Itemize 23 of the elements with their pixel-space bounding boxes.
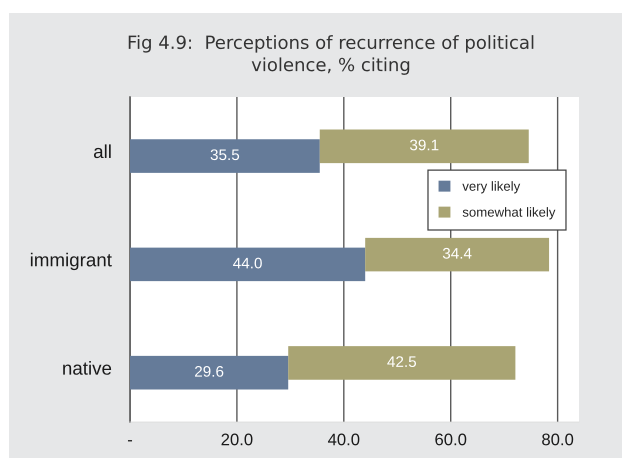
x-tick-label: 60.0 xyxy=(435,434,466,446)
x-tick-label: 40.0 xyxy=(328,434,360,446)
bar xyxy=(365,238,550,272)
data-label: 39.1 xyxy=(410,140,438,150)
y-tick-label: immigrant xyxy=(30,252,112,270)
y-tick-label: all xyxy=(94,144,111,158)
x-tick-label: - xyxy=(128,440,132,442)
data-label: 35.5 xyxy=(210,149,240,160)
data-label: 29.6 xyxy=(195,366,224,377)
legend-label: very likely xyxy=(462,181,520,194)
data-label: 42.5 xyxy=(387,356,416,368)
y-tick-label: native xyxy=(63,361,112,375)
x-tick-label: 20.0 xyxy=(222,434,252,446)
bar xyxy=(288,346,516,380)
data-label: 34.4 xyxy=(442,248,472,259)
bar xyxy=(130,139,320,173)
legend-label: somewhat likely xyxy=(462,207,556,220)
x-tick-label: 80.0 xyxy=(542,434,574,446)
bar xyxy=(130,356,288,390)
bar xyxy=(320,130,529,164)
bar xyxy=(130,248,366,282)
chart-title: Fig 4.9: Perceptions of recurrence of political violence, % citing xyxy=(128,35,534,75)
data-label: 44.0 xyxy=(233,258,262,268)
